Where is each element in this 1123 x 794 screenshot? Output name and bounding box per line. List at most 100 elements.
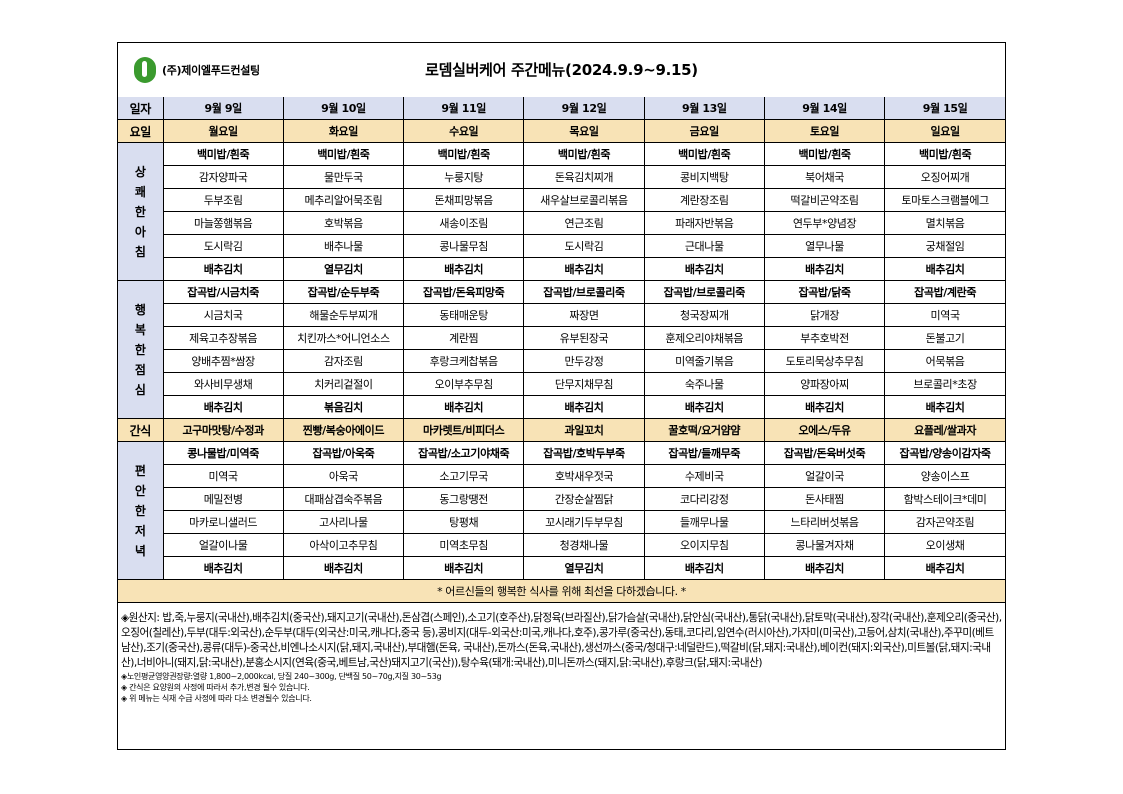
snack-row: 간식 고구마맛탕/수정과 찐빵/복숭아에이드 마카렛트/비피더스 과일꼬치 꿀호떡/요거얌… xyxy=(118,418,1005,442)
menu-item: 미역줄기볶음 xyxy=(643,349,765,373)
day-cell: 수요일 xyxy=(403,119,525,143)
menu-item: 연두부*양념장 xyxy=(763,211,886,235)
menu-item: 해물순두부찌개 xyxy=(282,303,405,327)
dinner-row: 배추김치 배추김치 배추김치 열무김치 배추김치 배추김치 배추김치 xyxy=(118,556,1005,580)
menu-item: 오징어찌개 xyxy=(884,165,1005,189)
nutrition-note: ◈노인평균영양권장량:열량 1,800~2,000kcal, 당질 240~30… xyxy=(121,672,442,681)
date-cell: 9월 15일 xyxy=(884,97,1005,120)
menu-item: 배추김치 xyxy=(163,556,284,580)
menu-item: 돈사태찜 xyxy=(763,487,886,511)
menu-item: 배추나물 xyxy=(282,234,405,258)
snack-cell: 마카렛트/비피더스 xyxy=(403,418,525,442)
menu-item: 배추김치 xyxy=(163,395,284,419)
menu-item: 배추김치 xyxy=(643,556,765,580)
date-cell: 9월 9일 xyxy=(162,97,284,120)
breakfast-label-char: 상 xyxy=(134,164,146,179)
breakfast-row: 마늘쫑햄볶음 호박볶음 새송이조림 연근조림 파래자반볶음 연두부*양념장 멸치볶음 xyxy=(118,211,1005,235)
menu-item: 미역초무침 xyxy=(403,533,525,557)
menu-item: 배추김치 xyxy=(643,395,765,419)
menu-item: 연근조림 xyxy=(523,211,645,235)
menu-item: 배추김치 xyxy=(403,556,525,580)
breakfast-row: 상 쾌 한 아 침 백미밥/흰죽 백미밥/흰죽 백미밥/흰죽 백미밥/흰죽 백미밥/흰죽 백미밥/흰… xyxy=(118,142,1005,281)
menu-item: 오이지무침 xyxy=(643,533,765,557)
menu-item: 고사리나물 xyxy=(282,510,405,534)
breakfast-label-char: 아 xyxy=(134,224,146,239)
menu-item: 잡곡밥/시금치죽 xyxy=(162,280,284,304)
weekly-menu-table: 일자 9월 9일 9월 10일 9월 11일 9월 12일 9월 13일 9월 14일 9월 … xyxy=(118,97,1005,603)
date-cell: 9월 10일 xyxy=(282,97,405,120)
lunch-label-char: 점 xyxy=(134,362,146,377)
menu-item: 아욱국 xyxy=(282,464,405,488)
company-name: (주)제이엘푸드컨설팅 xyxy=(162,64,260,77)
day-label: 요일 xyxy=(118,119,164,143)
menu-item: 볶음김치 xyxy=(282,395,405,419)
menu-item: 잡곡밥/순두부죽 xyxy=(282,280,405,304)
breakfast-row: 배추김치 열무김치 배추김치 배추김치 배추김치 배추김치 배추김치 xyxy=(118,257,1005,281)
menu-item: 도토리묵상추무침 xyxy=(763,349,886,373)
snack-label: 간식 xyxy=(118,418,164,442)
menu-item: 대패삼겹숙주볶음 xyxy=(282,487,405,511)
menu-item: 파래자반볶음 xyxy=(643,211,765,235)
menu-item: 만두강정 xyxy=(523,349,645,373)
menu-item: 잡곡밥/브로콜리죽 xyxy=(523,280,645,304)
menu-item: 누룽지탕 xyxy=(403,165,525,189)
menu-item: 미역국 xyxy=(163,464,284,488)
dinner-label-char: 녁 xyxy=(134,543,146,558)
dinner-label-char: 편 xyxy=(134,463,146,478)
breakfast-row: 감자양파국 물만두국 누룽지탕 돈육김치찌개 콩비지백탕 북어채국 오징어찌개 xyxy=(118,165,1005,189)
menu-item: 백미밥/흰죽 xyxy=(403,142,525,166)
breakfast-row: 도시락김 배추나물 콩나물무침 도시락김 근대나물 열무나물 궁채절임 xyxy=(118,234,1005,258)
lunch-row: 양배추찜*쌈장 감자조림 후랑크케찹볶음 만두강정 미역줄기볶음 도토리묵상추무침 어묵볶음 xyxy=(118,349,1005,373)
menu-item: 궁채절임 xyxy=(884,234,1005,258)
menu-item: 소고기무국 xyxy=(403,464,525,488)
date-label: 일자 xyxy=(118,97,164,120)
menu-item: 감자곤약조림 xyxy=(884,510,1005,534)
dinner-label-char: 안 xyxy=(134,483,146,498)
menu-item: 떡갈비곤약조림 xyxy=(763,188,886,212)
menu-item: 어묵볶음 xyxy=(884,349,1005,373)
dinner-label-char: 한 xyxy=(134,503,146,518)
breakfast-row: 두부조림 메추리알어묵조림 돈채피망볶음 새우살브로콜리볶음 계란장조림 떡갈비곤약조림 토… xyxy=(118,188,1005,212)
snack-cell: 과일꼬치 xyxy=(523,418,645,442)
menu-item: 열무김치 xyxy=(282,257,405,281)
menu-item: 동태매운탕 xyxy=(403,303,525,327)
menu-item: 배추김치 xyxy=(163,257,284,281)
menu-item: 배추김치 xyxy=(523,257,645,281)
breakfast-label-char: 한 xyxy=(134,204,146,219)
lunch-label-char: 행 xyxy=(134,302,146,317)
menu-item: 배추김치 xyxy=(282,556,405,580)
menu-item: 물만두국 xyxy=(282,165,405,189)
menu-item: 토마토스크램블에그 xyxy=(884,188,1005,212)
menu-item: 백미밥/흰죽 xyxy=(282,142,405,166)
menu-item: 배추김치 xyxy=(763,395,886,419)
menu-item: 시금치국 xyxy=(163,303,284,327)
menu-item: 호박볶음 xyxy=(282,211,405,235)
menu-item: 함박스테이크*데미 xyxy=(884,487,1005,511)
snack-cell: 오에스/두유 xyxy=(763,418,886,442)
menu-item: 청국장찌개 xyxy=(643,303,765,327)
breakfast-label-char: 쾌 xyxy=(134,184,146,199)
menu-item: 제육고추장볶음 xyxy=(163,326,284,350)
menu-item: 얼갈이국 xyxy=(763,464,886,488)
menu-item: 아삭이고추무침 xyxy=(282,533,405,557)
menu-item: 잡곡밥/양송이감자죽 xyxy=(884,441,1005,465)
menu-item: 배추김치 xyxy=(763,556,886,580)
company-logo: (주)제이엘푸드컨설팅 xyxy=(134,57,260,83)
menu-item: 배추김치 xyxy=(403,395,525,419)
menu-item: 감자조림 xyxy=(282,349,405,373)
lunch-row: 와사비무생채 치커리겉절이 오이부추무침 단무지채무침 숙주나물 양파장아찌 브로콜리*초장 xyxy=(118,372,1005,396)
menu-item: 잡곡밥/아욱죽 xyxy=(282,441,405,465)
menu-item: 배추김치 xyxy=(643,257,765,281)
menu-item: 동그랑땡전 xyxy=(403,487,525,511)
day-cell: 일요일 xyxy=(884,119,1005,143)
menu-change-note: ◈ 위 메뉴는 식재 수급 사정에 따라 다소 변경될수 있습니다. xyxy=(121,694,312,703)
menu-item: 두부조림 xyxy=(163,188,284,212)
menu-item: 잡곡밥/소고기야채죽 xyxy=(403,441,525,465)
menu-item: 느타리버섯볶음 xyxy=(763,510,886,534)
date-row: 일자 9월 9일 9월 10일 9월 11일 9월 12일 9월 13일 9월 14일 9월 … xyxy=(118,97,1005,120)
menu-item: 얼갈이나물 xyxy=(163,533,284,557)
snack-cell: 고구마맛탕/수정과 xyxy=(162,418,284,442)
menu-item: 백미밥/흰죽 xyxy=(162,142,284,166)
date-cell: 9월 11일 xyxy=(403,97,525,120)
